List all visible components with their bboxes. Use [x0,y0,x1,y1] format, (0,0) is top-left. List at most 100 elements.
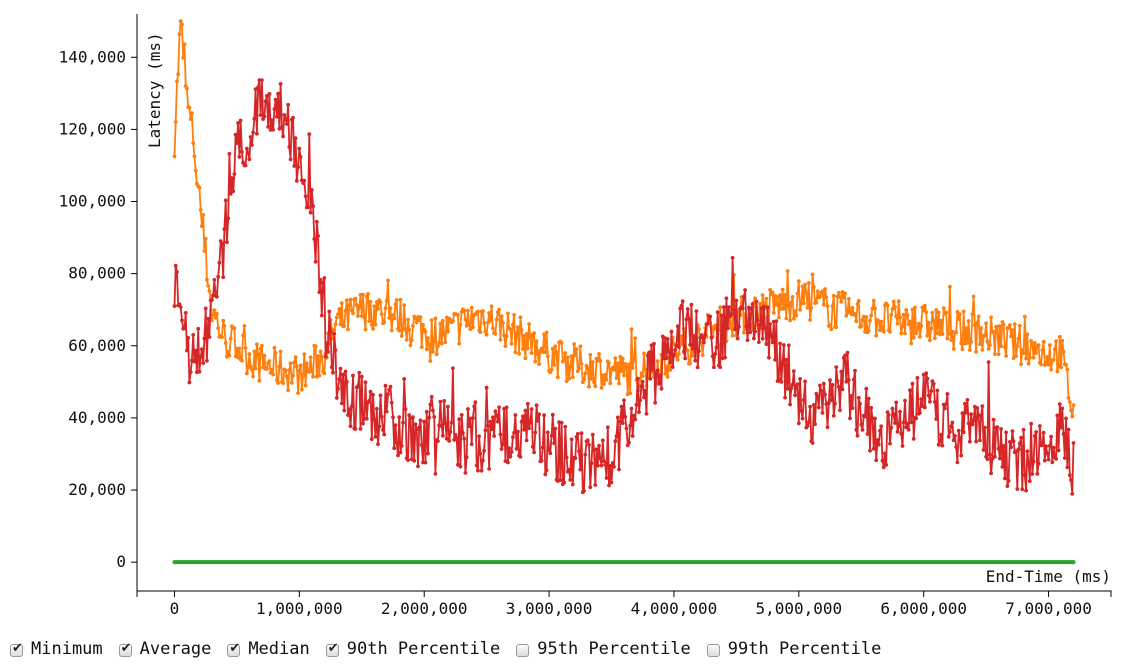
data-point [850,406,855,410]
data-point [516,429,520,434]
data-point [969,412,973,417]
data-point [991,417,996,422]
data-point [583,371,588,376]
data-point [644,411,649,416]
legend-item-minimum[interactable]: ✔ Minimum [8,639,103,659]
90th-percentile-checkbox[interactable]: ✔ [325,641,339,657]
data-point [868,448,872,453]
data-point [745,338,750,342]
data-point [665,337,670,341]
data-point [284,122,289,126]
data-point [516,325,520,330]
data-point [838,294,842,299]
data-point [743,288,747,292]
data-point [343,369,348,374]
data-point [679,303,684,308]
data-point [836,290,841,295]
data-point [192,359,197,364]
data-point [677,352,681,356]
data-point [243,346,248,350]
95th-percentile-checkbox[interactable] [516,643,530,657]
data-point [904,425,909,430]
data-point [256,85,260,89]
x-tick-label: 6,000,000 [880,599,967,618]
data-point [639,384,644,389]
data-point [522,427,526,432]
data-point [466,407,470,411]
data-point [533,359,538,364]
data-point [946,434,951,439]
data-point [449,420,454,425]
data-point [426,336,430,341]
99th-percentile-checkbox[interactable] [706,643,720,657]
data-point [969,340,973,344]
data-point [757,340,761,344]
data-point [563,424,568,429]
data-point [483,329,488,334]
data-point [755,318,760,323]
legend-item-median[interactable]: ✔ Median [225,639,310,659]
data-point [774,303,779,307]
data-point [461,431,465,435]
average-checkbox[interactable]: ✔ [118,641,132,657]
data-point [829,327,834,332]
data-point [823,392,827,397]
x-tick-label: 4,000,000 [631,599,718,618]
data-point [949,338,954,342]
legend-label-average: Average [139,639,212,659]
data-point [419,345,424,349]
data-point [798,377,802,381]
data-point [399,444,404,448]
minimum-checkbox[interactable]: ✔ [10,641,23,657]
data-point [697,349,701,353]
data-point [944,402,949,406]
data-point [793,393,797,398]
data-point [946,331,951,336]
data-point [283,368,288,373]
data-point [486,423,490,428]
data-point [407,413,412,417]
data-point [418,315,423,320]
data-point [212,308,217,312]
data-point [356,314,360,318]
data-point [668,360,673,365]
data-point [1014,354,1018,358]
data-point [727,305,731,310]
data-point [287,368,292,372]
legend-item-99th-percentile[interactable]: 99th Percentile [705,639,881,659]
legend-item-95th-percentile[interactable]: 95th Percentile [514,639,691,659]
median-checkbox[interactable]: ✔ [227,641,241,657]
data-point [501,442,505,447]
data-point [392,446,397,451]
data-point [253,366,258,371]
data-point [399,334,404,338]
data-point [915,376,920,380]
data-point [732,307,736,312]
data-point [984,321,988,326]
data-point [894,400,899,405]
data-point [1017,323,1022,328]
data-point [552,441,556,446]
data-point [469,442,474,447]
legend-label-90th-percentile: 90th Percentile [346,639,501,659]
data-point [273,351,278,355]
data-point [545,354,550,358]
data-point [760,293,765,297]
legend-item-90th-percentile[interactable]: ✔ 90th Percentile [324,639,501,659]
data-point [885,303,890,308]
data-point [233,132,238,137]
data-point [488,318,493,323]
data-point [851,377,856,382]
data-point [308,210,313,215]
data-point [749,307,754,311]
data-point [426,451,430,456]
legend-item-average[interactable]: ✔ Average [117,639,212,659]
data-point [598,358,603,363]
data-point [589,461,594,466]
data-point [623,362,628,366]
data-point [376,307,380,311]
data-point [548,451,553,456]
data-point [467,322,472,327]
data-point [828,378,832,383]
data-point [908,388,912,393]
